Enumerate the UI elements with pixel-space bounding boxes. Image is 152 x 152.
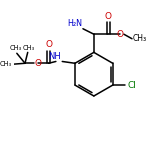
Text: CH₃: CH₃ [133, 34, 147, 43]
Text: Cl: Cl [127, 81, 136, 90]
Text: CH₃: CH₃ [22, 45, 35, 51]
Text: CH₃: CH₃ [0, 61, 11, 67]
Text: NH: NH [49, 52, 61, 60]
Text: CH₃: CH₃ [10, 45, 22, 52]
Text: O: O [34, 59, 41, 68]
Text: O: O [117, 30, 124, 39]
Text: O: O [105, 12, 112, 21]
Text: O: O [45, 40, 52, 49]
Text: H₂N: H₂N [67, 19, 82, 28]
